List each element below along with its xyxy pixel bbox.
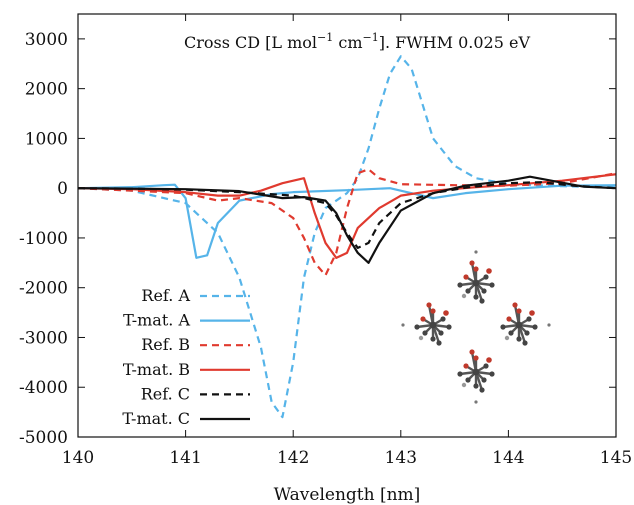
series-line-2 xyxy=(78,168,616,277)
y-tick-label-4: -1000 xyxy=(19,229,68,249)
molecule-cluster-1 xyxy=(414,302,452,346)
chart-title-sup1: −1 xyxy=(317,31,333,44)
x-tick-label-5: 145 xyxy=(600,448,632,468)
x-tick-label-4: 144 xyxy=(492,448,524,468)
chart-title-suffix: ]. FWHM 0.025 eV xyxy=(379,33,531,52)
chart-title: Cross CD [L mol−1 cm−1]. FWHM 0.025 eV xyxy=(184,31,530,52)
legend-label-0: Ref. A xyxy=(141,286,190,305)
x-tick-label-0: 140 xyxy=(62,448,94,468)
y-tick-label-7: 2000 xyxy=(25,80,68,100)
legend-label-5: T-mat. C xyxy=(122,409,190,428)
molecule-cluster-0 xyxy=(457,260,495,304)
x-tick-label-1: 141 xyxy=(169,448,201,468)
molecule-dot-2 xyxy=(547,323,551,327)
legend-label-1: T-mat. A xyxy=(123,311,190,330)
plot-frame xyxy=(77,13,617,438)
x-tick-label-2: 142 xyxy=(277,448,309,468)
y-tick-label-5: 0 xyxy=(57,179,68,199)
y-tick-label-1: -4000 xyxy=(19,378,68,398)
molecule-inset xyxy=(401,250,551,404)
x-axis-title: Wavelength [nm] xyxy=(274,485,421,505)
legend-label-2: Ref. B xyxy=(141,335,190,354)
series-line-5 xyxy=(78,175,616,264)
x-tick-label-3: 143 xyxy=(385,448,417,468)
molecule-dot-1 xyxy=(401,323,405,327)
y-tick-label-2: -3000 xyxy=(19,328,68,348)
chart-title-mid: cm xyxy=(333,33,362,52)
chart-title-sup2: −1 xyxy=(362,31,378,44)
ticks-layer: 140 141 142 143 144 145 -5000 -4000 -3000 -2000 -1… xyxy=(19,14,632,468)
legend-label-4: Ref. C xyxy=(141,384,190,403)
chart-title-prefix: Cross CD [L mol xyxy=(184,33,317,52)
series-layer xyxy=(78,55,616,419)
y-tick-label-3: -2000 xyxy=(19,279,68,299)
molecule-cluster-2 xyxy=(500,302,538,346)
legend-label-3: T-mat. B xyxy=(123,360,190,379)
legend: Ref. A T-mat. A Ref. B T-mat. B Ref. C T-mat.… xyxy=(122,286,250,428)
y-tick-label-0: -5000 xyxy=(19,428,68,448)
y-tick-label-6: 1000 xyxy=(25,129,68,149)
molecule-cluster-3 xyxy=(457,349,495,393)
molecule-dot-0 xyxy=(474,250,478,254)
series-line-0 xyxy=(78,55,616,419)
molecule-dot-3 xyxy=(474,400,478,404)
y-tick-label-8: 3000 xyxy=(25,30,68,50)
series-line-4 xyxy=(78,181,616,249)
